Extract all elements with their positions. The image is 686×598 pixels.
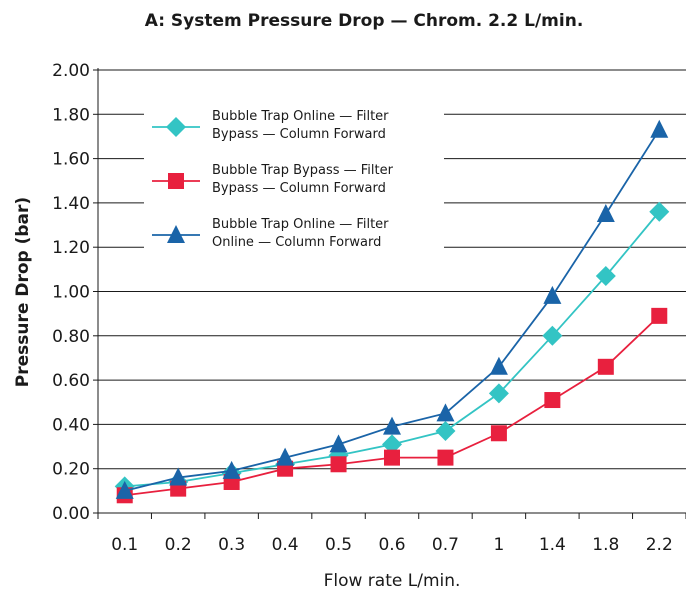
legend-marker	[166, 117, 186, 137]
legend-entry: Bubble Trap Bypass — Filter Bypass — Colu…	[152, 163, 394, 196]
x-tick-label: 0.4	[272, 535, 299, 555]
series-triangle	[115, 119, 669, 499]
legend: Bubble Trap Online — Filter Bypass — Colu…	[144, 92, 444, 262]
x-tick-label: 1.4	[539, 535, 566, 555]
data-point	[383, 416, 401, 435]
series-lines	[114, 119, 670, 504]
data-point	[169, 467, 188, 486]
y-tick-label: 2.00	[52, 61, 90, 81]
x-tick-label: 0.7	[432, 535, 459, 555]
data-point	[489, 356, 508, 375]
y-tick-label: 1.80	[52, 105, 90, 125]
legend-background	[144, 92, 444, 262]
data-point	[650, 119, 669, 138]
y-tick-label: 0.00	[52, 504, 90, 524]
y-tick-label: 1.20	[52, 238, 90, 258]
data-point	[651, 307, 668, 324]
y-tick-label: 1.40	[52, 194, 90, 214]
x-tick-label: 0.3	[218, 535, 245, 555]
data-point	[544, 392, 561, 409]
legend-label: Bypass — Column Forward	[212, 127, 386, 142]
data-point	[276, 447, 295, 466]
data-point	[330, 456, 347, 473]
data-point	[543, 285, 562, 304]
data-point	[490, 425, 507, 442]
y-tick-label: 0.60	[52, 371, 90, 391]
chart-title: A: System Pressure Drop — Chrom. 2.2 L/m…	[145, 11, 584, 31]
data-point	[595, 265, 616, 286]
data-point	[435, 421, 456, 442]
x-tick-label: 0.2	[165, 535, 192, 555]
data-point	[222, 460, 241, 479]
legend-label: Bubble Trap Bypass — Filter	[212, 163, 394, 178]
data-point	[382, 434, 402, 455]
x-axis-label: Flow rate L/min.	[324, 571, 461, 591]
data-point	[597, 358, 614, 375]
data-point	[115, 480, 134, 499]
data-point	[384, 449, 400, 466]
y-axis-label: Pressure Drop (bar)	[13, 197, 33, 387]
data-point	[488, 383, 509, 404]
data-point	[596, 203, 615, 222]
legend-label: Bypass — Column Forward	[212, 181, 386, 196]
data-point	[437, 449, 454, 466]
legend-label: Bubble Trap Online — Filter	[212, 217, 389, 232]
x-tick-label: 1.8	[592, 535, 619, 555]
x-tick-label: 2.2	[646, 535, 673, 555]
legend-marker	[168, 173, 184, 189]
legend-label: Bubble Trap Online — Filter	[212, 109, 389, 124]
legend-entry: Bubble Trap Online — Filter Online — Colu…	[152, 217, 389, 250]
axes: 0.000.200.400.600.801.001.201.401.601.80…	[52, 61, 686, 555]
y-tick-label: 1.60	[52, 150, 90, 170]
legend-entry: Bubble Trap Online — Filter Bypass — Colu…	[152, 109, 389, 142]
x-tick-label: 1	[493, 535, 504, 555]
series-square	[116, 307, 668, 504]
y-tick-label: 0.80	[52, 327, 90, 347]
data-point	[542, 325, 563, 346]
legend-label: Online — Column Forward	[212, 235, 381, 250]
y-tick-label: 0.40	[52, 415, 90, 435]
x-tick-label: 0.5	[325, 535, 352, 555]
x-tick-label: 0.6	[378, 535, 405, 555]
x-tick-label: 0.1	[111, 535, 138, 555]
y-tick-label: 1.00	[52, 283, 90, 303]
y-tick-label: 0.20	[52, 460, 90, 480]
data-point	[436, 403, 455, 422]
legend-marker	[167, 225, 185, 243]
data-point	[649, 201, 670, 222]
data-point	[329, 434, 348, 453]
